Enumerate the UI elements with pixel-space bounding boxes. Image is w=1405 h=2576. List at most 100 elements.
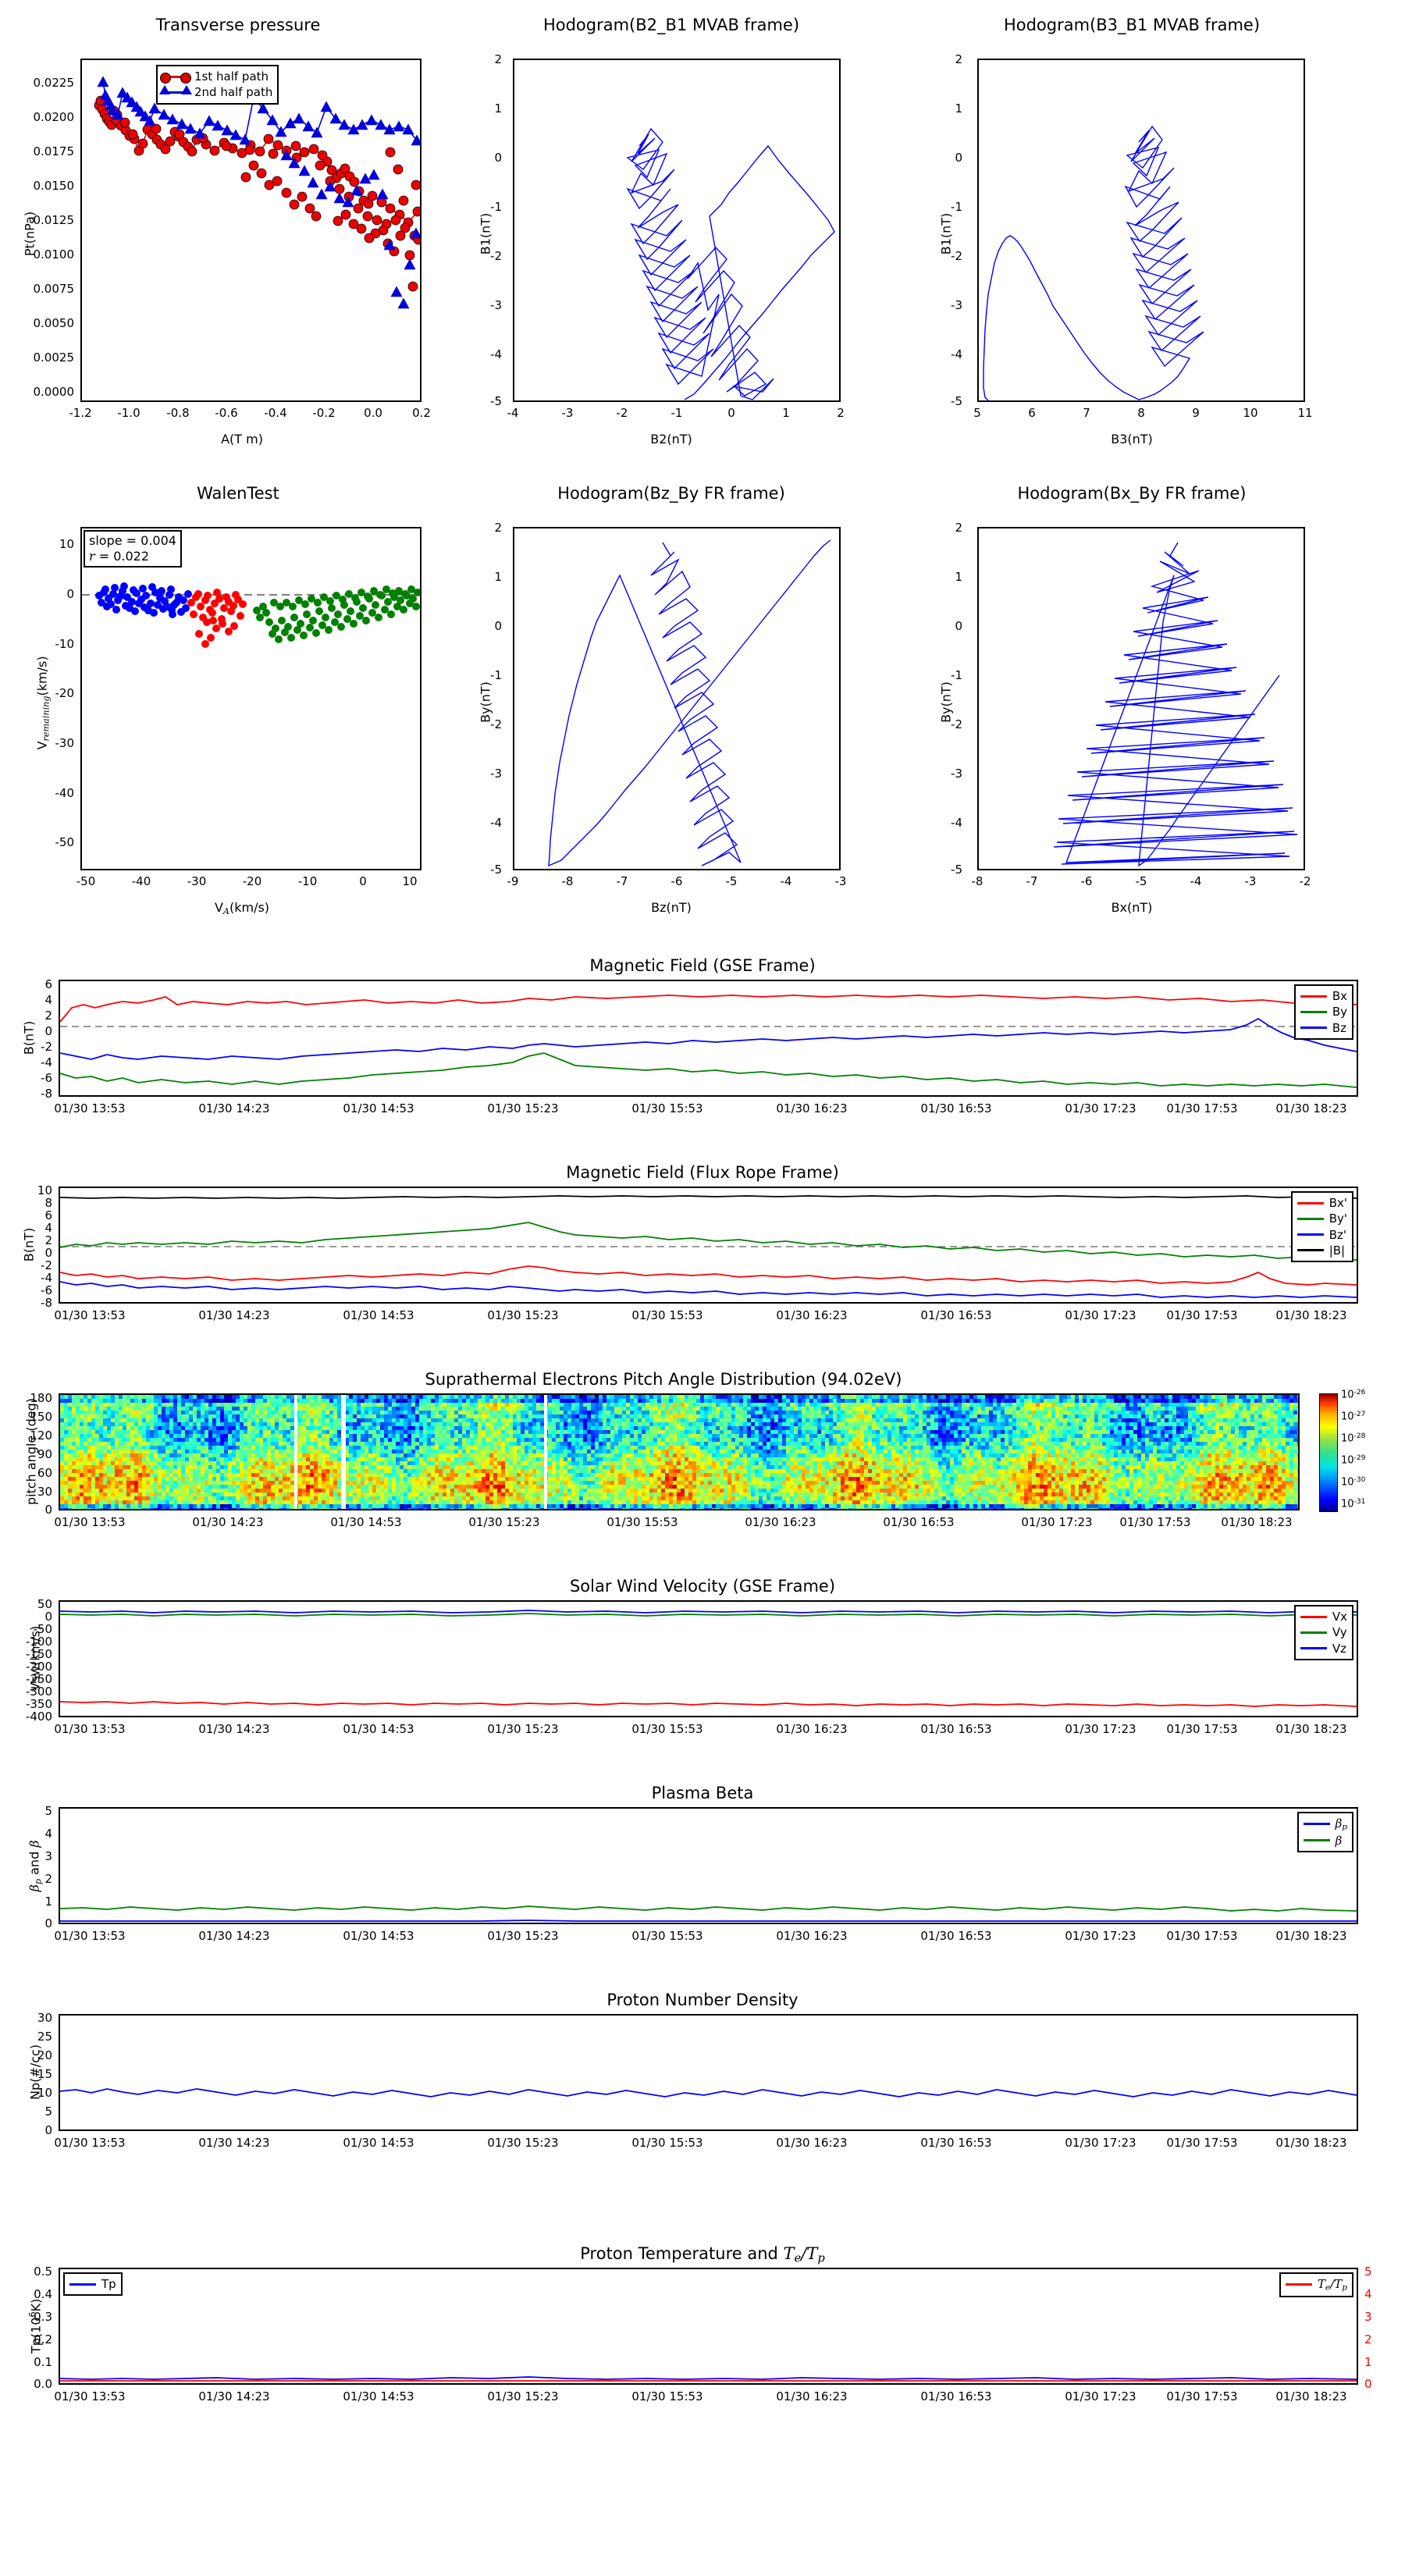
x-tick: 01/30 14:53 <box>343 2389 414 2403</box>
y-tick: 0 <box>955 151 962 165</box>
y-tick: 0.2 <box>34 2332 52 2347</box>
cb-exp: -30 <box>1353 1476 1366 1484</box>
y-tick: -5 <box>951 863 962 877</box>
title-e-sub: e <box>794 2251 802 2265</box>
title-slash: / <box>801 2244 807 2263</box>
line-key-icon <box>1303 1823 1330 1826</box>
legend-row: Te/Tp <box>1285 2276 1347 2293</box>
pad-cells <box>60 1395 1298 1509</box>
x-tick: -5 <box>1135 874 1147 888</box>
x-tick: 01/30 16:53 <box>920 1929 992 1943</box>
x-tick: -20 <box>242 874 262 888</box>
series-vz <box>60 1610 1357 1614</box>
legend-label: Bx' <box>1329 1196 1347 1210</box>
x-tick: -0.6 <box>215 406 238 420</box>
plot-area: Bx' By' Bz' |B| <box>59 1187 1358 1304</box>
cb-base: 10 <box>1341 1454 1354 1467</box>
x-tick: -3 <box>834 874 847 888</box>
plot-area <box>513 59 841 402</box>
x-tick: 01/30 16:23 <box>776 1101 848 1115</box>
x-tick: -40 <box>131 874 151 888</box>
line-key-icon <box>1300 1631 1327 1634</box>
right-y-tick: 2 <box>1364 2332 1372 2347</box>
x-tick: -50 <box>76 874 96 888</box>
y-tick: 0 <box>44 1503 52 1517</box>
title-Tp: T <box>806 2244 818 2263</box>
plot-area <box>977 527 1305 870</box>
x-axis-label: B2(nT) <box>650 432 692 447</box>
colorbar-tick: 10-28 <box>1341 1432 1365 1445</box>
x-tick: -7 <box>1026 874 1038 888</box>
x-tick: 01/30 16:23 <box>776 2389 848 2403</box>
x-tick: 01/30 15:53 <box>631 1308 703 1322</box>
legend-transverse-pressure: 1st half path 2nd half path <box>156 65 279 105</box>
y-tick: 60 <box>37 1466 52 1480</box>
panel-title: Hodogram(Bz_By FR frame) <box>557 484 785 503</box>
legend-label: Vy <box>1332 1625 1347 1640</box>
x-tick: 01/30 14:53 <box>343 2136 414 2150</box>
y-tick: -150 <box>25 1647 52 1661</box>
x-tick: 01/30 14:23 <box>198 2136 270 2150</box>
x-tick: -10 <box>297 874 318 888</box>
legend-slash: / <box>1330 2277 1335 2291</box>
series-tp <box>60 2376 1357 2380</box>
series-beta-p <box>60 1920 1357 1922</box>
cb-base: 10 <box>1341 1476 1354 1489</box>
y-tick: 0.5 <box>34 2265 52 2279</box>
x-tick: 01/30 16:53 <box>920 1101 992 1115</box>
x-axis-label: VA(km/s) <box>140 900 343 916</box>
x-tick: -4 <box>780 874 792 888</box>
panel-title: Magnetic Field (Flux Rope Frame) <box>566 1163 839 1182</box>
cb-base: 10 <box>1341 1432 1354 1445</box>
x-tick: 01/30 16:23 <box>776 1929 848 1943</box>
x-axis-label: Bz(nT) <box>651 900 692 915</box>
hodogram-bzby-svg <box>548 539 831 867</box>
x-tick: 01/30 14:23 <box>198 1308 270 1322</box>
y-tick: -3 <box>490 767 502 781</box>
y-tick: -2 <box>951 249 962 263</box>
panel-title: WalenTest <box>197 484 279 503</box>
legend-label: Te/Tp <box>1318 2276 1347 2293</box>
y-tick: 0.0125 <box>33 213 75 227</box>
y-tick: 0.0225 <box>33 76 75 90</box>
y-tick: 25 <box>37 2030 52 2044</box>
y-axis-label-sub: remaining <box>41 696 52 742</box>
y-tick: 0 <box>66 587 74 601</box>
series-2nd-half-markers <box>97 76 420 309</box>
x-tick: 01/30 14:53 <box>330 1515 402 1529</box>
x-tick: 01/30 13:53 <box>54 2389 126 2403</box>
series-bz <box>60 1017 1357 1060</box>
beta-symbol: β <box>27 1840 42 1848</box>
y-tick: -4 <box>951 347 962 361</box>
x-tick: -0.4 <box>264 406 287 420</box>
plot-area: slope = 0.004 r = 0.022 <box>80 527 422 870</box>
legend-plasma-beta: βp β <box>1297 1812 1353 1853</box>
y-tick: 50 <box>37 1597 52 1611</box>
x-axis-label: A(T m) <box>221 432 263 447</box>
line-key-icon <box>1300 994 1327 998</box>
transverse-pressure-svg <box>94 76 420 309</box>
y-tick: 150 <box>30 1410 52 1424</box>
velocity-svg <box>60 1610 1357 1707</box>
legend-mag-gse: Bx By Bz <box>1293 984 1353 1040</box>
y-tick: -10 <box>55 637 75 651</box>
legend-label: By' <box>1329 1212 1347 1226</box>
x-tick: 01/30 15:23 <box>487 1308 559 1322</box>
x-tick: 10 <box>402 874 418 888</box>
x-tick: 01/30 15:53 <box>631 2389 703 2403</box>
x-tick: 01/30 14:23 <box>198 2389 270 2403</box>
y-tick: -300 <box>25 1685 52 1699</box>
y-tick: 0.0200 <box>33 110 75 124</box>
panel-title: Hodogram(Bx_By FR frame) <box>1017 484 1247 503</box>
y-tick: -1 <box>951 200 962 214</box>
y-tick: -6 <box>41 1283 52 1297</box>
line-key-icon <box>1285 2283 1312 2286</box>
x-tick: 01/30 16:23 <box>776 1722 848 1736</box>
y-tick: 0 <box>44 1024 52 1038</box>
legend-label: By <box>1332 1005 1347 1019</box>
legend-row: 1st half path <box>160 69 272 84</box>
y-axis-label: βp and β <box>27 1799 44 1932</box>
x-tick: 01/30 17:23 <box>1065 1929 1136 1943</box>
legend-row: Tp <box>69 2276 116 2292</box>
legend-p-sub: p <box>1342 2282 1347 2293</box>
